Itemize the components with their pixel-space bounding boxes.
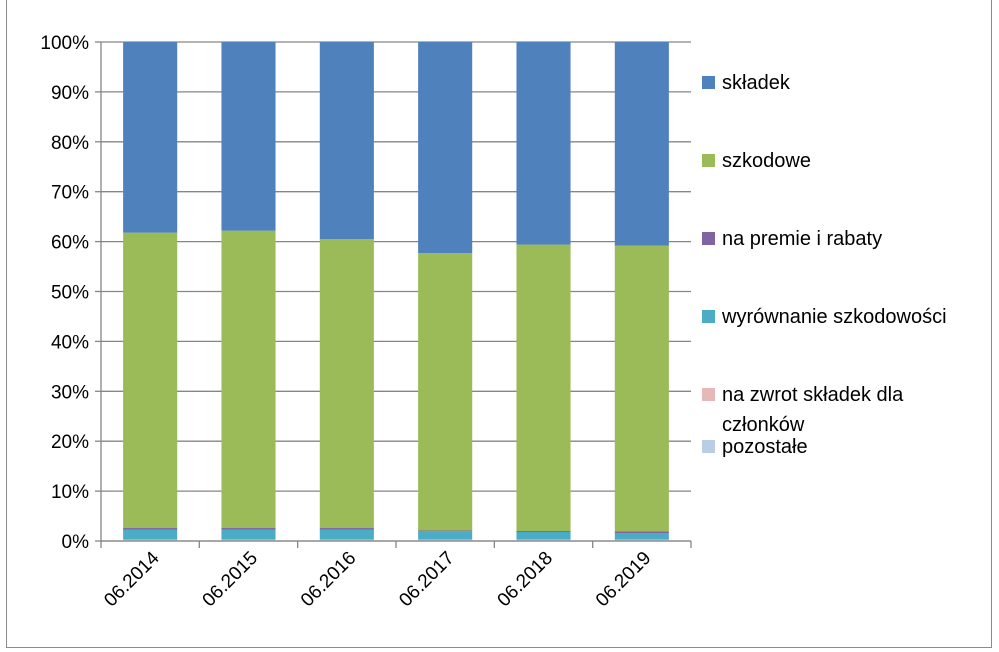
y-tick-label: 100%	[40, 33, 89, 54]
legend-label: na zwrot składek dla	[722, 384, 904, 406]
legend-item: na premie i rabaty	[702, 228, 882, 250]
bar-segment	[516, 539, 571, 541]
bars	[123, 42, 669, 541]
x-tick-label: 06.2014	[100, 547, 164, 611]
legend-label: na premie i rabaty	[722, 228, 882, 250]
bar-segment	[221, 230, 276, 529]
legend-label: pozostałe	[722, 436, 808, 458]
legend-swatch	[702, 388, 715, 401]
y-tick-label: 80%	[51, 133, 89, 154]
bar-segment	[614, 245, 669, 532]
bar-segment	[123, 232, 178, 529]
stacked-bar-chart: 0% 10% 20% 30% 40% 50% 60% 70% 80% 90% 100% 06.201…	[40, 33, 947, 611]
bar-segment	[614, 531, 669, 534]
bar-segment	[123, 539, 178, 541]
bar-segment	[516, 531, 571, 533]
bar-segment	[418, 42, 473, 254]
bar-segment	[221, 528, 276, 530]
bar-segment	[221, 539, 276, 541]
bar-segment	[123, 528, 178, 530]
legend-swatch	[702, 232, 715, 245]
legend-item: pozostałe	[702, 436, 808, 458]
x-tick-labels: 06.2014 06.2015 06.2016 06.2017 06.2018 06.20…	[100, 547, 655, 611]
legend-item: na zwrot składek dla członków	[702, 384, 904, 436]
bar-segment	[319, 528, 374, 530]
legend-swatch	[702, 310, 715, 323]
bar-segment	[418, 539, 473, 541]
bar-segment	[319, 539, 374, 541]
chart-frame: 0% 10% 20% 30% 40% 50% 60% 70% 80% 90% 100% 06.201…	[6, 0, 992, 648]
y-tick-label: 40%	[51, 332, 89, 353]
y-tick-label: 60%	[51, 233, 89, 254]
x-tick-label: 06.2016	[297, 548, 360, 611]
legend-swatch	[702, 154, 715, 167]
x-tick-label: 06.2018	[494, 548, 557, 611]
bar-segment	[221, 42, 276, 231]
y-tick-label: 90%	[51, 83, 89, 104]
bar-segment	[221, 529, 276, 540]
y-tick-label: 20%	[51, 432, 89, 453]
y-tick-label: 10%	[51, 482, 89, 503]
legend-item: wyrównanie szkodowości	[702, 306, 947, 328]
bar-segment	[516, 244, 571, 532]
x-tick-label: 06.2015	[199, 548, 262, 611]
legend-item: szkodowe	[702, 150, 811, 172]
bar-segment	[614, 539, 669, 541]
axes	[95, 41, 692, 548]
legend-label: składek	[722, 72, 791, 94]
legend-label: członków	[722, 414, 805, 436]
y-tick-label: 70%	[51, 183, 89, 204]
legend-swatch	[702, 440, 715, 453]
gridlines	[101, 41, 691, 542]
bar-segment	[418, 253, 473, 531]
bar-segment	[418, 531, 473, 540]
bar-segment	[516, 532, 571, 540]
bar-segment	[614, 533, 669, 540]
legend-swatch	[702, 76, 715, 89]
x-tick-label: 06.2017	[395, 548, 458, 611]
bar-segment	[123, 42, 178, 233]
bar-segment	[319, 239, 374, 529]
x-tick-label: 06.2019	[592, 548, 655, 611]
y-tick-labels: 0% 10% 20% 30% 40% 50% 60% 70% 80% 90% 100%	[40, 33, 89, 553]
y-tick-label: 0%	[62, 532, 90, 553]
y-tick-label: 30%	[51, 382, 89, 403]
y-tick-label: 50%	[51, 283, 89, 304]
bar-segment	[123, 529, 178, 540]
legend-label: szkodowe	[722, 150, 811, 172]
legend-item: składek	[702, 72, 791, 94]
legend: składek szkodowe na premie i rabaty wyrówna…	[702, 72, 947, 458]
legend-label: wyrównanie szkodowości	[721, 306, 947, 328]
bar-segment	[319, 529, 374, 540]
bar-segment	[516, 42, 571, 245]
bar-segment	[614, 42, 669, 246]
bar-segment	[319, 42, 374, 240]
